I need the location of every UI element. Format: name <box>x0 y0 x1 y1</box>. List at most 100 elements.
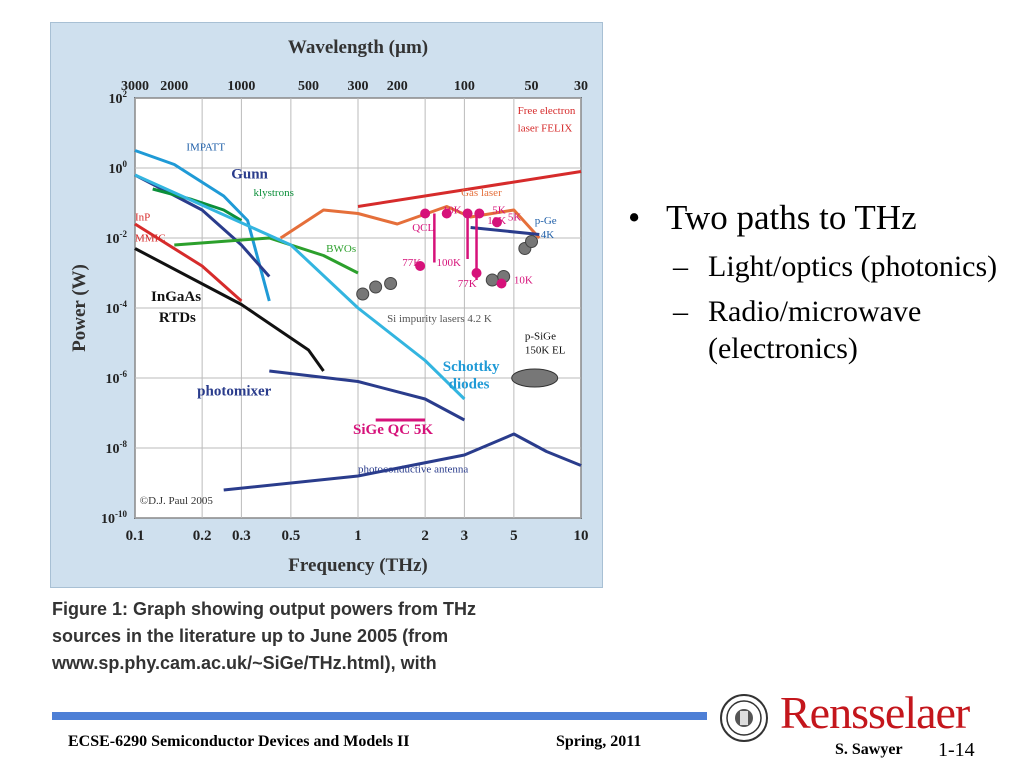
chart-annotation: 10K <box>514 275 533 287</box>
top-tick-label: 200 <box>387 79 408 94</box>
chart-annotation: RTDs <box>159 310 196 326</box>
psige-el-ellipse <box>511 368 559 388</box>
chart-annotation: 150K EL <box>525 345 566 357</box>
top-tick-label: 2000 <box>160 79 188 94</box>
chart-annotation: 77K <box>402 257 421 269</box>
top-tick-label: 100 <box>454 79 475 94</box>
bullet-main-text: Two paths to THz <box>666 198 917 237</box>
footer-bar <box>52 712 707 720</box>
bullet-dot-icon: • <box>628 198 641 237</box>
y-tick-label: 10-8 <box>106 439 128 457</box>
chart-annotation: 77K <box>458 278 477 290</box>
sub-bullet-2: – Radio/microwave (electronics) <box>628 293 1018 367</box>
chart-annotation: Schottky <box>443 359 500 375</box>
chart-annotation: Gunn <box>231 167 268 183</box>
series-line <box>174 236 359 275</box>
thz-power-chart: 0.1 0.2 0.3 0.5 1 2 3 5 10 102 100 10-2 10-4 10-6 10-8… <box>69 37 589 576</box>
qcl-point <box>462 208 473 219</box>
chart-annotation: photomixer <box>197 384 272 400</box>
footer-term: Spring, 2011 <box>556 733 642 750</box>
si-laser-point <box>384 277 398 290</box>
y-tick-label: 10-10 <box>101 509 127 527</box>
x-tick-label: 10 <box>574 528 589 544</box>
chart-annotation: laser FELIX <box>518 122 573 134</box>
caption-line-2: sources in the literature up to June 200… <box>52 626 449 646</box>
chart-annotation: BWOs <box>326 243 356 255</box>
series-line <box>134 173 466 401</box>
chart-annotation: 5K <box>492 205 506 217</box>
qcl-point <box>474 208 485 219</box>
chart-annotation: 4K <box>541 229 555 241</box>
series-line <box>134 222 243 303</box>
top-tick-label: 3000 <box>121 79 149 94</box>
x-tick-label: 1 <box>354 528 362 544</box>
series-line <box>134 247 325 372</box>
series-line <box>134 149 271 302</box>
chart-annotation: InGaAs <box>151 289 201 305</box>
dash-icon: – <box>673 295 688 328</box>
chart-annotation: InP <box>135 212 150 224</box>
si-laser-point <box>525 235 539 248</box>
x-tick-label: 2 <box>421 528 429 544</box>
series-line <box>152 187 243 222</box>
top-tick-label: 500 <box>298 79 319 94</box>
chart-annotation: IMPATT <box>186 142 225 154</box>
rensselaer-seal-icon <box>720 694 768 742</box>
caption-line-3: www.sp.phy.cam.ac.uk/~SiGe/THz.html), wi… <box>52 653 437 673</box>
y-axis-label: Power (W) <box>69 264 90 352</box>
si-laser-point <box>485 273 499 287</box>
y-tick-label: 10-6 <box>106 369 128 387</box>
si-laser-point <box>369 280 383 294</box>
qcl-point <box>415 261 426 271</box>
x-tick-label: 3 <box>461 528 469 544</box>
top-tick-label: 30 <box>574 79 588 94</box>
chart-annotation: SiGe QC 5K <box>353 422 433 438</box>
x-tick-label: 0.1 <box>126 528 145 544</box>
footer-course: ECSE-6290 Semiconductor Devices and Mode… <box>68 733 410 750</box>
y-tick-label: 100 <box>109 159 128 177</box>
chart-annotation: diodes <box>449 377 490 393</box>
rensselaer-logo-text: Rensselaer <box>780 687 970 738</box>
caption-line-1: Figure 1: Graph showing output powers fr… <box>52 599 476 619</box>
top-tick-label: 50 <box>525 79 539 94</box>
chart-annotation: 100K <box>437 257 462 269</box>
series-line <box>223 432 582 492</box>
x-tick-label: 5 <box>510 528 518 544</box>
dash-icon: – <box>673 250 688 283</box>
chart-annotation: p-Ge <box>535 215 557 227</box>
chart-annotation: photoconductive antenna <box>358 464 468 476</box>
qcl-point <box>471 268 482 278</box>
qcl-point <box>496 278 507 289</box>
chart-panel: 0.1 0.2 0.3 0.5 1 2 3 5 10 102 100 10-2 10-4 10-6 10-8… <box>50 22 603 588</box>
bullet-list: • Two paths to THz – Light/optics (photo… <box>628 196 1018 367</box>
qcl-point <box>420 208 431 219</box>
qcl-point <box>441 208 452 219</box>
series-line <box>269 369 466 422</box>
si-laser-point <box>356 287 370 301</box>
chart-annotation: 5K <box>508 212 522 224</box>
x-tick-label: 0.5 <box>281 528 300 544</box>
series-line <box>470 226 540 236</box>
chart-annotation: Gas laser <box>461 187 502 199</box>
chart-annotation: QCL <box>412 222 434 234</box>
sub-bullet-2-text: Radio/microwave (electronics) <box>708 295 922 365</box>
footer-page-number: 1-14 <box>938 739 975 761</box>
chart-annotation: klystrons <box>254 187 294 199</box>
top-tick-label: 300 <box>348 79 369 94</box>
chart-title: Wavelength (µm) <box>288 37 428 58</box>
x-axis-label: Frequency (THz) <box>288 555 428 576</box>
chart-annotation: Si impurity lasers 4.2 K <box>387 313 492 325</box>
top-tick-label: 1000 <box>227 79 255 94</box>
x-tick-label: 0.3 <box>232 528 251 544</box>
y-tick-label: 10-4 <box>106 299 128 317</box>
x-tick-label: 0.2 <box>193 528 212 544</box>
footer-author: S. Sawyer <box>835 741 903 758</box>
chart-annotation: 10K <box>443 205 462 217</box>
y-tick-label: 10-2 <box>106 229 128 247</box>
chart-annotation: p-SiGe <box>525 331 556 343</box>
chart-annotation: 10K <box>487 215 506 227</box>
chart-annotation: MMIC <box>135 233 166 245</box>
sub-bullet-1: – Light/optics (photonics) <box>628 248 1018 285</box>
figure-caption: Figure 1: Graph showing output powers fr… <box>52 596 612 677</box>
chart-annotation: ©D.J. Paul 2005 <box>140 495 214 507</box>
